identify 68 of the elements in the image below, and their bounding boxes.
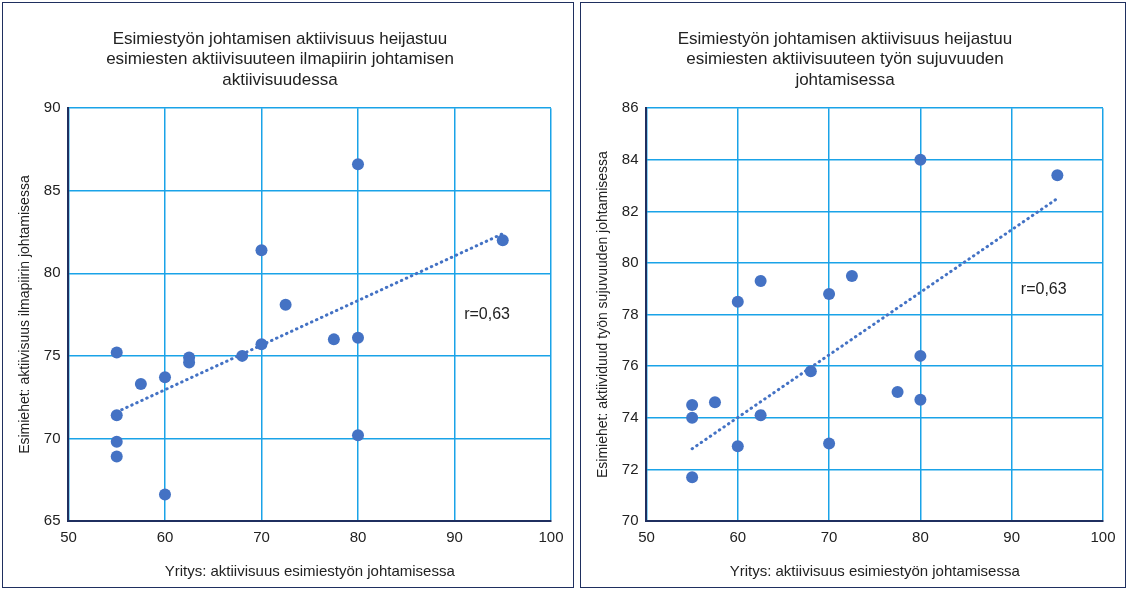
point xyxy=(158,371,171,384)
point xyxy=(686,411,699,424)
y-tick-label: 80 xyxy=(621,253,639,271)
point xyxy=(845,269,858,282)
point xyxy=(708,396,721,409)
annotation: r=0,63 xyxy=(1020,280,1067,298)
x-tick-label: 90 xyxy=(1003,528,1021,546)
y-tick-label: 85 xyxy=(43,180,61,198)
point xyxy=(914,153,927,166)
point xyxy=(914,349,927,362)
x-tick-label: 50 xyxy=(638,528,655,546)
point xyxy=(279,298,292,311)
y-tick-label: 86 xyxy=(621,98,639,116)
x-tick-label: 50 xyxy=(60,528,77,546)
y-tick-label: 84 xyxy=(621,149,639,167)
point xyxy=(754,409,767,422)
point xyxy=(236,349,249,362)
point xyxy=(823,287,836,300)
point xyxy=(134,377,147,390)
point xyxy=(158,488,171,501)
y-tick-label: 65 xyxy=(43,511,61,529)
point xyxy=(110,435,123,448)
annotation: r=0,63 xyxy=(464,305,511,323)
x-tick-label: 70 xyxy=(820,528,838,546)
point xyxy=(110,450,123,463)
x-tick-label: 60 xyxy=(729,528,747,546)
x-axis-title: Yritys: aktiivisuus esimiestyön johtamisessa xyxy=(729,562,1021,580)
y-axis-title: Esimiehet: aktiivisuus ilmapiirin johtamisessa xyxy=(16,175,33,454)
point xyxy=(496,234,509,247)
chart-title: Esimiestyön johtamisen aktiivisuus heijastuu esimiesten aktiivisuuteen työn sujuvuuden johtamisessa xyxy=(677,28,1013,89)
y-tick-label: 70 xyxy=(621,511,639,529)
point xyxy=(255,338,268,351)
point xyxy=(351,429,364,442)
point xyxy=(686,398,699,411)
point xyxy=(891,386,904,398)
x-tick-label: 100 xyxy=(538,528,564,546)
point xyxy=(110,346,123,359)
point xyxy=(731,440,744,453)
y-tick-label: 80 xyxy=(43,263,61,281)
y-tick-label: 72 xyxy=(621,459,639,477)
point xyxy=(110,409,123,422)
y-tick-label: 75 xyxy=(43,346,61,364)
x-axis-title: Yritys: aktiivisuus esimiestyön johtamisessa xyxy=(164,562,456,580)
point xyxy=(914,393,927,406)
point xyxy=(327,333,340,346)
y-tick-label: 78 xyxy=(621,304,639,322)
x-tick-label: 80 xyxy=(912,528,929,546)
x-tick-label: 70 xyxy=(253,528,270,546)
point xyxy=(1051,169,1064,182)
point xyxy=(804,365,817,378)
x-tick-label: 100 xyxy=(1090,528,1116,546)
point xyxy=(686,471,699,484)
point xyxy=(731,295,744,308)
y-tick-label: 70 xyxy=(43,428,61,446)
x-tick-label: 90 xyxy=(446,528,463,546)
point xyxy=(754,275,767,288)
y-axis-title: Esimiehet: aktiividuud työn sujuvuuden johtamisessa xyxy=(594,150,611,479)
y-tick-label: 82 xyxy=(621,201,639,219)
point xyxy=(255,244,268,257)
y-tick-label: 90 xyxy=(43,98,61,116)
x-tick-label: 80 xyxy=(349,528,367,546)
y-tick-label: 74 xyxy=(621,407,639,425)
point xyxy=(351,331,364,344)
x-tick-label: 60 xyxy=(156,528,174,546)
chart-title: Esimiestyön johtamisen aktiivisuus heijastuu esimiesten aktiivisuuteen ilmapiirin johtamisen aktiivisuudessa xyxy=(106,28,454,89)
y-tick-label: 76 xyxy=(621,356,639,374)
point xyxy=(351,158,364,171)
point xyxy=(823,437,836,450)
